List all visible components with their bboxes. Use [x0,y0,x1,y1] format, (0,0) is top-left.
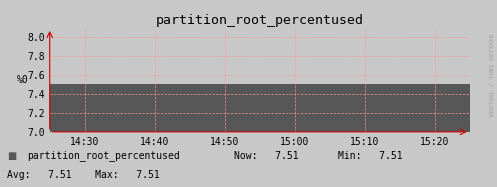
Text: Min:   7.51: Min: 7.51 [338,151,403,160]
Text: Avg:   7.51    Max:   7.51: Avg: 7.51 Max: 7.51 [7,170,160,180]
Text: Now:   7.51: Now: 7.51 [234,151,298,160]
Text: ■: ■ [7,151,17,160]
Title: partition_root_percentused: partition_root_percentused [156,14,364,27]
Text: partition_root_percentused: partition_root_percentused [27,151,180,161]
Y-axis label: %0: %0 [17,75,29,85]
Text: RRDTOOL / TOBI OETIKER: RRDTOOL / TOBI OETIKER [490,33,495,116]
